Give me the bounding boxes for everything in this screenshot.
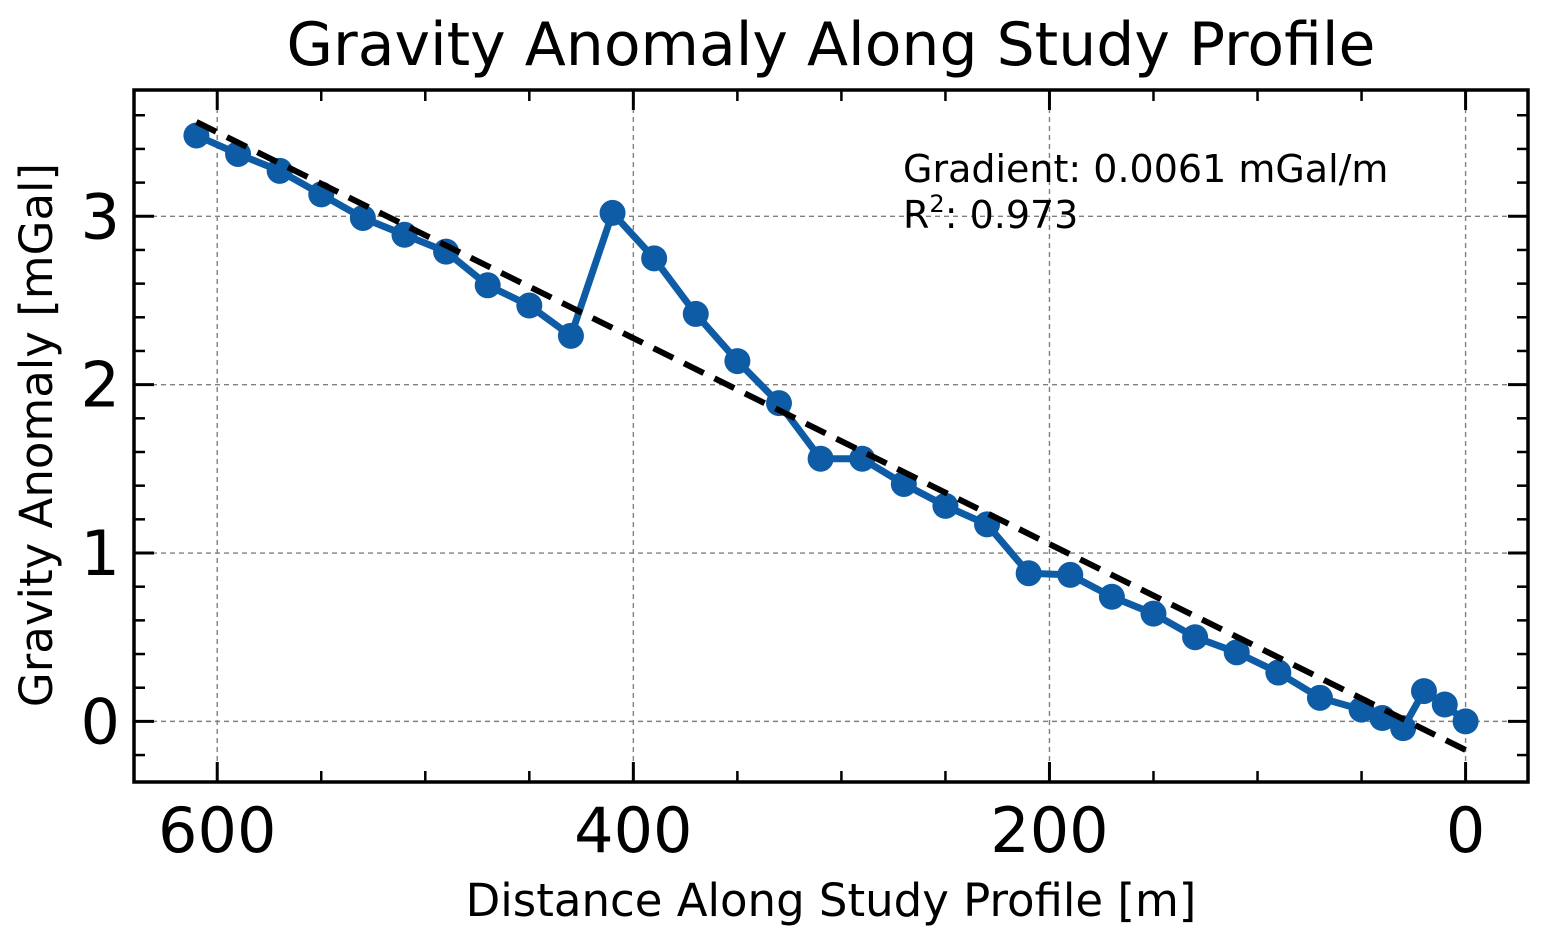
plot-frame [132,88,1530,784]
y-tick-labels: 0 1 2 3 [81,180,120,758]
series-line [194,132,1468,732]
x-tick-label: 400 [574,794,692,867]
data-point [682,300,709,327]
data-point [1015,560,1042,587]
data-point [391,221,418,248]
y-tick-label: 2 [81,349,120,422]
chart-title: Gravity Anomaly Along Study Profile [287,10,1376,80]
y-tick-label: 1 [81,517,120,590]
y-axis-label: Gravity Anomaly [mGal] [10,163,63,707]
data-point [1410,678,1437,705]
x-tick-label: 200 [990,794,1108,867]
data-point [516,292,543,319]
data-point [724,348,751,375]
r2-prefix: R [903,193,929,237]
data-point [266,157,293,184]
data-point [932,492,959,519]
data-series-group [183,122,1479,742]
data-point [1182,624,1209,651]
data-point [1306,684,1333,711]
data-point [1265,659,1292,686]
data-point [807,445,834,472]
data-point [1431,691,1458,718]
data-point [1452,708,1479,735]
axis-ticks [134,90,1528,782]
data-point [349,204,376,231]
data-point [1140,600,1167,627]
grid-lines [134,90,1528,782]
data-point [641,245,668,272]
y-tick-label: 0 [81,685,120,758]
data-point [557,322,584,349]
data-point [599,199,626,226]
data-point [474,272,501,299]
r2-annotation: R2: 0.973 [903,190,1078,237]
data-point [1098,583,1125,610]
data-point [765,390,792,417]
data-point [1390,715,1417,742]
r2-superscript: 2 [929,190,944,218]
x-tick-labels: 600 400 200 0 [158,794,1485,867]
gradient-annotation: Gradient: 0.0061 mGal/m [903,147,1388,191]
x-tick-label: 600 [158,794,276,867]
r2-value: : 0.973 [945,193,1079,237]
data-point [183,122,210,149]
x-tick-label: 0 [1446,794,1485,867]
data-point [1223,639,1250,666]
x-axis-label: Distance Along Study Profile [m] [466,874,1197,927]
y-tick-label: 3 [81,180,120,253]
data-point [1057,561,1084,588]
